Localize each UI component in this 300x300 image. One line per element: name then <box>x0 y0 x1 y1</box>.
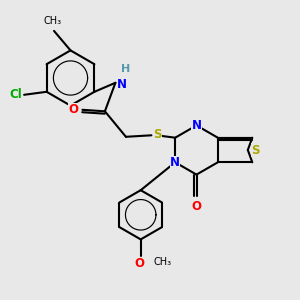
Text: S: S <box>153 128 162 141</box>
Text: CH₃: CH₃ <box>44 16 62 26</box>
Text: N: N <box>117 78 127 91</box>
Text: H: H <box>121 64 130 74</box>
Text: N: N <box>191 119 202 132</box>
Text: Cl: Cl <box>10 88 22 101</box>
Text: O: O <box>191 200 202 213</box>
Text: O: O <box>69 103 79 116</box>
Text: N: N <box>170 156 180 169</box>
Text: CH₃: CH₃ <box>153 257 171 267</box>
Text: S: S <box>251 143 260 157</box>
Text: O: O <box>134 257 144 270</box>
